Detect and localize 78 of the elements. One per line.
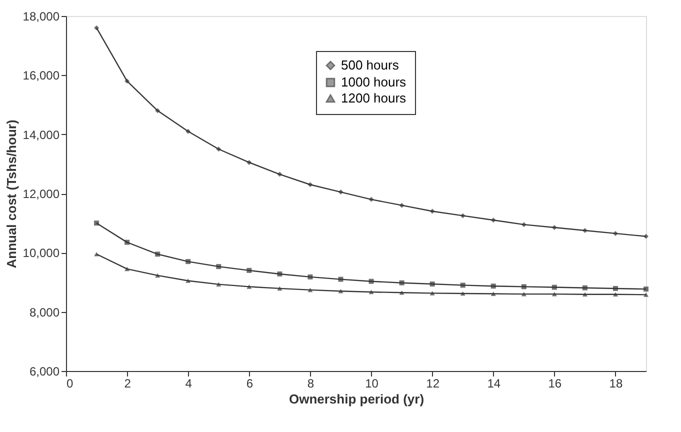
legend-label: 1000 hours xyxy=(341,74,407,90)
y-tick-label: 18,000 xyxy=(22,10,60,24)
point xyxy=(338,190,344,195)
y-tick-label: 6,000 xyxy=(29,364,60,378)
y-tick-label: 10,000 xyxy=(22,246,60,260)
x-tick-label: 10 xyxy=(365,376,379,390)
point xyxy=(552,225,557,230)
legend-label: 500 hours xyxy=(341,58,400,72)
x-tick-label: 14 xyxy=(487,376,501,390)
point xyxy=(94,220,100,226)
y-tick-label: 8,000 xyxy=(29,305,60,320)
point xyxy=(368,290,374,294)
point xyxy=(644,234,648,239)
x-tick-label: 4 xyxy=(185,376,192,390)
y-tick-label: 12,000 xyxy=(22,187,60,201)
x-tick-label: 16 xyxy=(548,376,562,390)
point xyxy=(399,202,404,208)
x-tick-label: 18 xyxy=(609,376,623,390)
point xyxy=(155,252,160,257)
point xyxy=(460,291,466,296)
point xyxy=(368,196,374,202)
point xyxy=(399,290,404,295)
point xyxy=(490,218,496,223)
point xyxy=(460,282,466,288)
point xyxy=(582,292,588,297)
point xyxy=(368,278,374,284)
point xyxy=(612,292,618,297)
point xyxy=(124,240,130,245)
point xyxy=(155,273,160,278)
point xyxy=(399,280,404,286)
point xyxy=(644,292,648,297)
y-tick-label: 16,000 xyxy=(22,68,60,83)
point xyxy=(186,259,191,264)
point xyxy=(124,266,130,272)
point xyxy=(490,292,496,296)
point xyxy=(94,25,100,30)
point xyxy=(216,146,222,152)
legend-label: 1200 hours xyxy=(341,90,407,106)
point xyxy=(308,288,313,292)
y-tick-label: 14,000 xyxy=(22,128,60,142)
point xyxy=(338,276,344,282)
point xyxy=(277,172,282,177)
point xyxy=(521,284,526,290)
x-tick-label: 2 xyxy=(124,376,132,390)
point xyxy=(460,213,466,218)
point xyxy=(124,78,130,84)
point xyxy=(246,284,252,289)
point xyxy=(612,286,618,291)
point xyxy=(246,160,252,165)
point xyxy=(552,292,557,296)
point xyxy=(430,208,435,214)
point xyxy=(277,286,282,291)
point xyxy=(552,284,557,290)
y-axis-title: Annual cost (Tshs/hour) xyxy=(4,120,19,268)
point xyxy=(490,284,496,289)
point xyxy=(644,286,648,292)
point xyxy=(582,285,588,290)
point xyxy=(186,278,191,283)
point xyxy=(277,271,282,276)
point xyxy=(186,128,191,134)
point xyxy=(612,230,618,236)
x-tick-label: 6 xyxy=(246,376,254,390)
x-tick-label: 0 xyxy=(66,376,74,390)
x-axis-title: Ownership period (yr) xyxy=(288,392,424,406)
point xyxy=(216,282,222,286)
point xyxy=(94,252,100,256)
point xyxy=(308,274,313,280)
point xyxy=(582,228,588,233)
point xyxy=(338,288,344,294)
x-tick-label: 12 xyxy=(426,376,440,390)
point xyxy=(430,291,435,296)
point xyxy=(246,268,252,273)
point xyxy=(521,222,526,228)
point xyxy=(155,108,160,114)
point xyxy=(430,282,435,287)
point xyxy=(216,264,222,270)
point xyxy=(308,182,313,188)
x-tick-label: 8 xyxy=(307,376,314,390)
